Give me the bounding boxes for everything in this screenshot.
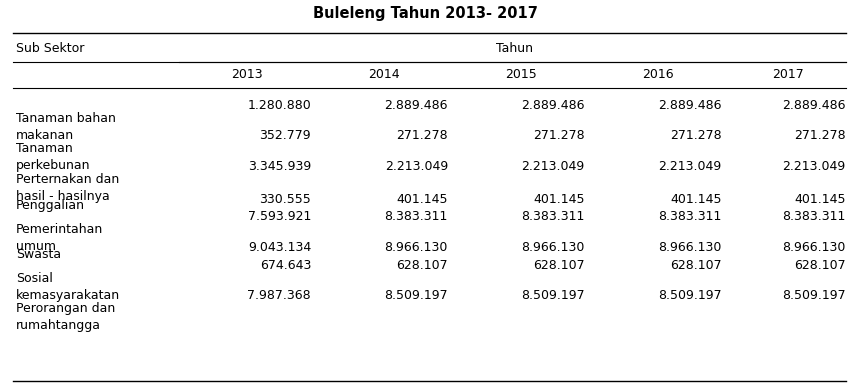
Text: 2017: 2017: [772, 68, 804, 81]
Text: 8.383.311: 8.383.311: [782, 210, 846, 223]
Text: 8.509.197: 8.509.197: [782, 289, 846, 302]
Text: 2.213.049: 2.213.049: [522, 160, 585, 173]
Text: 330.555: 330.555: [259, 192, 311, 206]
Text: 9.043.134: 9.043.134: [248, 241, 311, 254]
Text: Perorangan dan
rumahtangga: Perorangan dan rumahtangga: [16, 302, 116, 332]
Text: 2.889.486: 2.889.486: [521, 99, 585, 113]
Text: 2014: 2014: [368, 68, 400, 81]
Text: 401.145: 401.145: [533, 192, 585, 206]
Text: 1.280.880: 1.280.880: [247, 99, 311, 113]
Text: 352.779: 352.779: [259, 129, 311, 142]
Text: 271.278: 271.278: [396, 129, 448, 142]
Text: Buleleng Tahun 2013- 2017: Buleleng Tahun 2013- 2017: [313, 6, 537, 21]
Text: 8.509.197: 8.509.197: [521, 289, 585, 302]
Text: Sosial
kemasyarakatan: Sosial kemasyarakatan: [16, 272, 121, 303]
Text: 271.278: 271.278: [794, 129, 846, 142]
Text: 8.966.130: 8.966.130: [658, 241, 722, 254]
Text: 628.107: 628.107: [533, 259, 585, 272]
Text: 674.643: 674.643: [260, 259, 311, 272]
Text: 2.889.486: 2.889.486: [384, 99, 448, 113]
Text: Tanaman
perkebunan: Tanaman perkebunan: [16, 142, 91, 172]
Text: 8.509.197: 8.509.197: [384, 289, 448, 302]
Text: 628.107: 628.107: [670, 259, 722, 272]
Text: Penggalian: Penggalian: [16, 199, 85, 212]
Text: Pemerintahan
umum: Pemerintahan umum: [16, 223, 104, 254]
Text: 8.966.130: 8.966.130: [384, 241, 448, 254]
Text: 401.145: 401.145: [794, 192, 846, 206]
Text: 8.966.130: 8.966.130: [521, 241, 585, 254]
Text: 8.383.311: 8.383.311: [384, 210, 448, 223]
Text: 7.987.368: 7.987.368: [247, 289, 311, 302]
Text: 401.145: 401.145: [396, 192, 448, 206]
Text: 401.145: 401.145: [670, 192, 722, 206]
Text: 2016: 2016: [642, 68, 673, 81]
Text: 7.593.921: 7.593.921: [247, 210, 311, 223]
Text: Tanaman bahan
makanan: Tanaman bahan makanan: [16, 112, 116, 142]
Text: Sub Sektor: Sub Sektor: [16, 42, 84, 56]
Text: 2.889.486: 2.889.486: [782, 99, 846, 113]
Text: 271.278: 271.278: [670, 129, 722, 142]
Text: Perternakan dan
hasil - hasilnya: Perternakan dan hasil - hasilnya: [16, 173, 119, 203]
Text: 628.107: 628.107: [396, 259, 448, 272]
Text: 271.278: 271.278: [533, 129, 585, 142]
Text: 2.889.486: 2.889.486: [658, 99, 722, 113]
Text: 8.509.197: 8.509.197: [658, 289, 722, 302]
Text: 628.107: 628.107: [794, 259, 846, 272]
Text: 8.966.130: 8.966.130: [782, 241, 846, 254]
Text: 8.383.311: 8.383.311: [658, 210, 722, 223]
Text: 2015: 2015: [505, 68, 536, 81]
Text: 3.345.939: 3.345.939: [248, 160, 311, 173]
Text: Tahun: Tahun: [496, 42, 533, 56]
Text: 2.213.049: 2.213.049: [385, 160, 448, 173]
Text: 2.213.049: 2.213.049: [783, 160, 846, 173]
Text: 8.383.311: 8.383.311: [521, 210, 585, 223]
Text: 2013: 2013: [231, 68, 263, 81]
Text: Swasta: Swasta: [16, 248, 61, 261]
Text: 2.213.049: 2.213.049: [659, 160, 722, 173]
